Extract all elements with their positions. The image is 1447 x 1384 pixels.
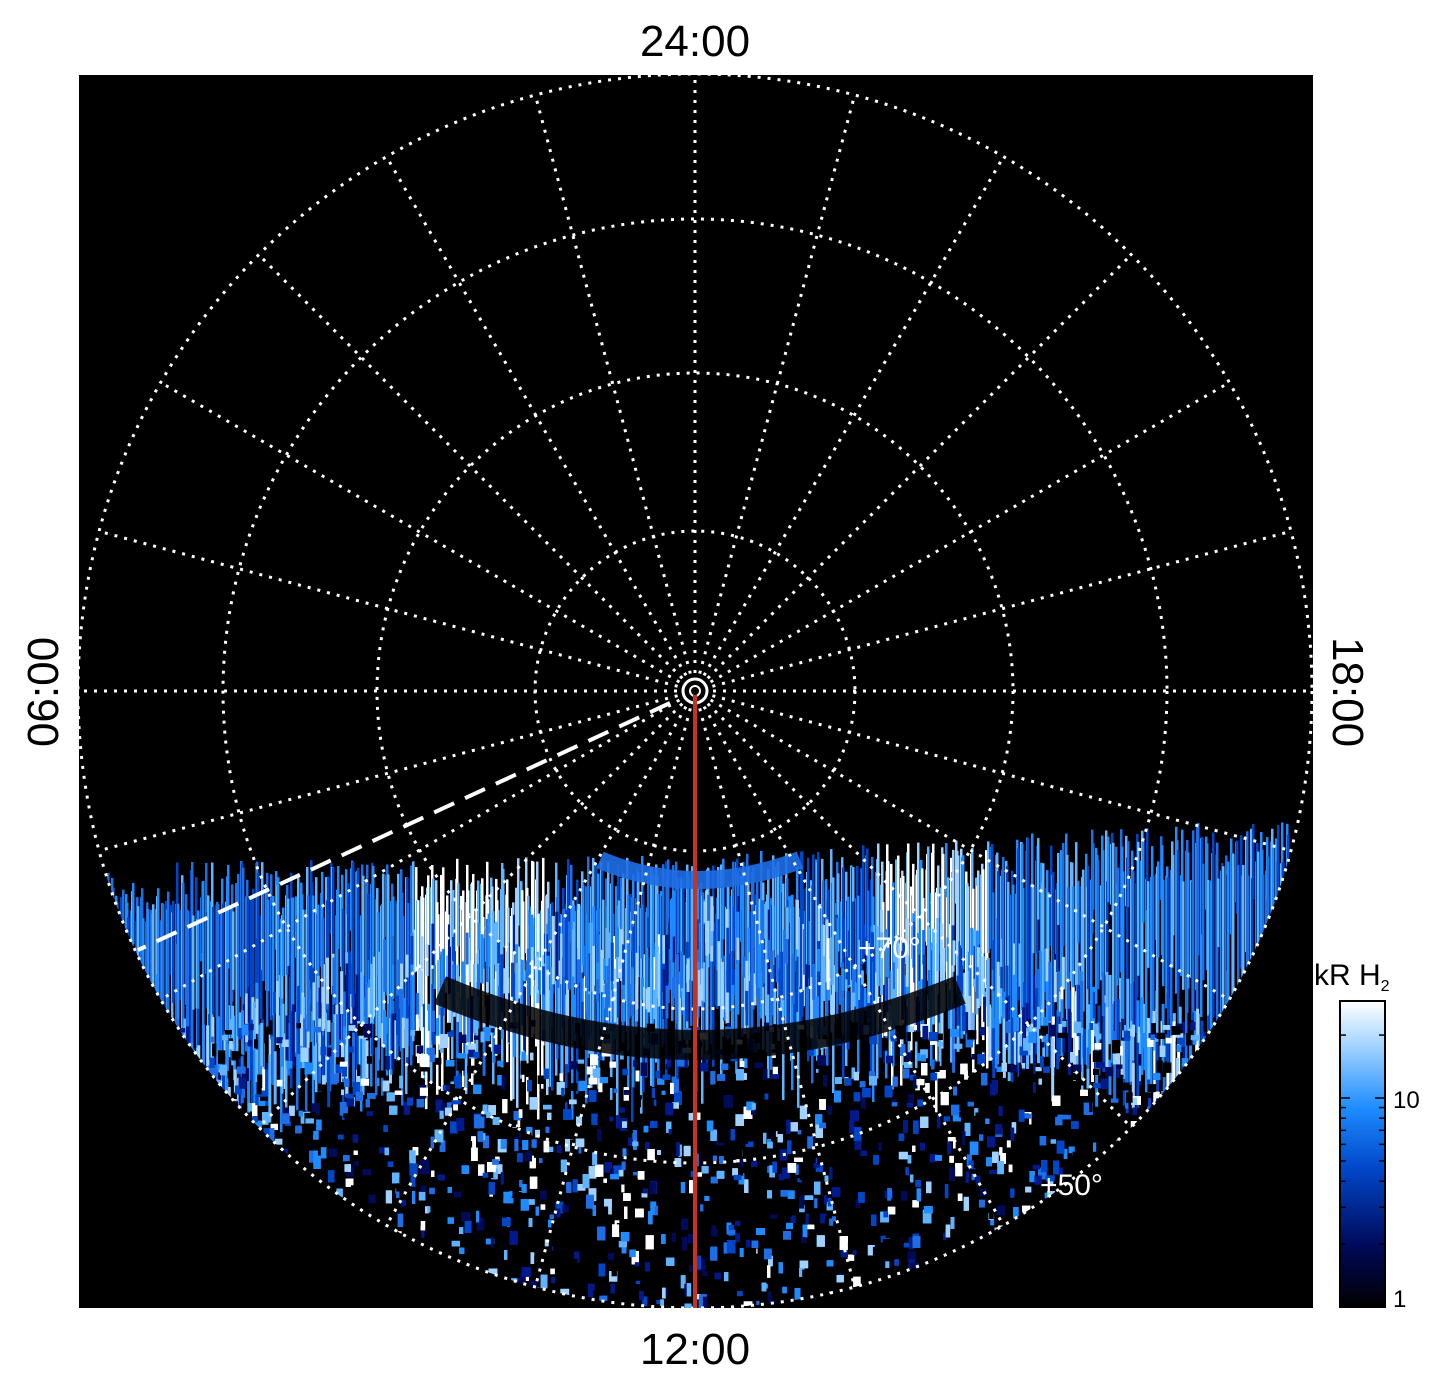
dashed-reference-line <box>137 701 671 952</box>
latitude-label-70: +70° <box>858 932 921 965</box>
local-time-label-right: 18:00 <box>1323 637 1372 747</box>
colorbar-tick-label-1: 1 <box>1393 1286 1406 1313</box>
latitude-circle-50 <box>79 75 1313 1308</box>
colorbar-title: kR H2 <box>1314 959 1390 995</box>
colorbar: kR H2 1 10 <box>1314 959 1420 1313</box>
local-time-label-top: 24:00 <box>640 17 750 66</box>
local-time-label-left: 06:00 <box>19 637 68 747</box>
colorbar-gradient <box>1339 1000 1386 1308</box>
colorbar-ticks <box>1340 1034 1385 1245</box>
colorbar-tick-label-10: 10 <box>1393 1087 1420 1114</box>
latitude-label-50: +50° <box>1040 1169 1103 1202</box>
local-time-label-bottom: 12:00 <box>640 1325 750 1374</box>
